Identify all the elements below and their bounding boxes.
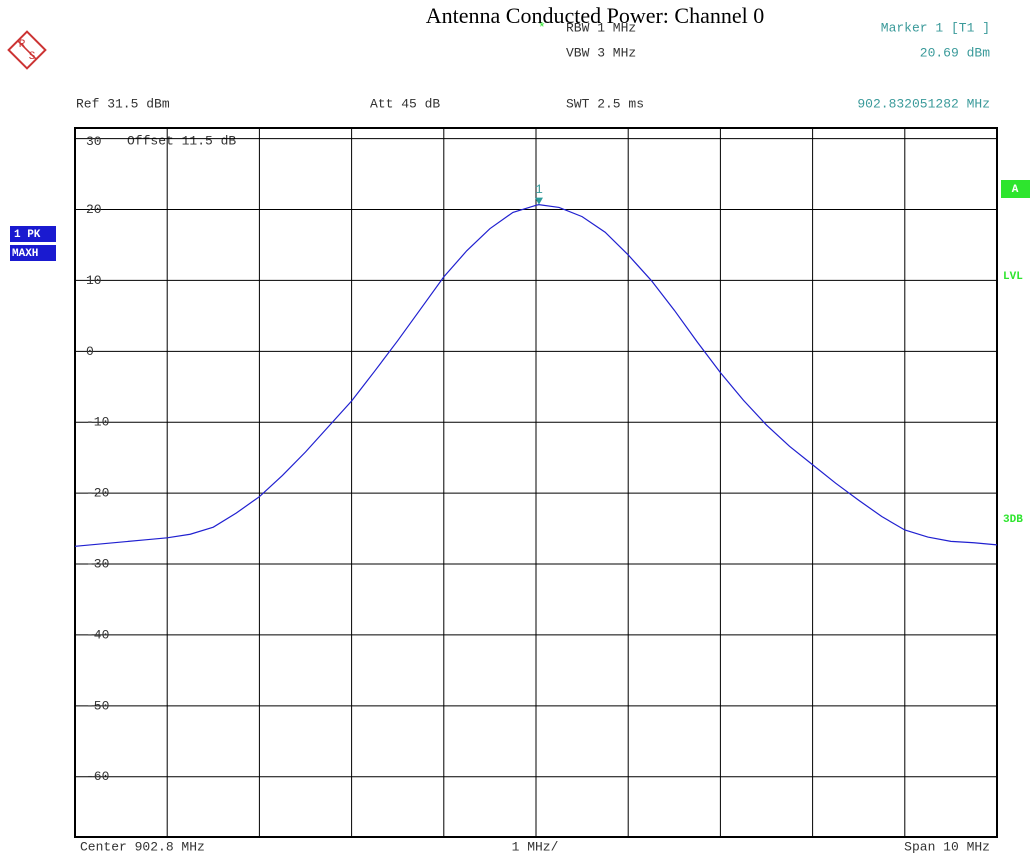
attenuation: Att 45 dB bbox=[370, 96, 440, 111]
trace-label-bg bbox=[10, 226, 56, 242]
footer-div: 1 MHz/ bbox=[512, 839, 559, 854]
marker bbox=[534, 197, 543, 205]
logo-s: S bbox=[29, 51, 36, 63]
plot-frame bbox=[74, 127, 998, 838]
y-tick-label: -20 bbox=[86, 486, 109, 501]
footer-span: Span 10 MHz bbox=[904, 839, 990, 854]
y-tick-label: -40 bbox=[86, 627, 109, 642]
chart-title: Antenna Conducted Power: Channel 0 bbox=[426, 3, 765, 28]
side-lvl: LVL bbox=[1003, 271, 1023, 283]
vbw: VBW 3 MHz bbox=[566, 45, 636, 60]
logo-r: R bbox=[19, 39, 26, 51]
y-tick-label: 10 bbox=[86, 273, 102, 288]
rbw: RBW 1 MHz bbox=[566, 20, 636, 35]
trace-label-bg bbox=[10, 245, 56, 261]
marker-name: Marker 1 [T1 ] bbox=[881, 20, 990, 35]
marker-freq: 902.832051282 MHz bbox=[857, 96, 990, 111]
y-tick-label: -10 bbox=[86, 415, 109, 430]
trace bbox=[74, 204, 998, 547]
marker-level: 20.69 dBm bbox=[920, 45, 990, 60]
marker-label: 1 bbox=[535, 182, 543, 197]
y-tick-label: -60 bbox=[86, 769, 109, 784]
y-tick-label: -50 bbox=[86, 698, 109, 713]
swt: SWT 2.5 ms bbox=[566, 96, 644, 111]
trace-label: MAXH bbox=[12, 248, 38, 260]
offset: Offset 11.5 dB bbox=[127, 133, 236, 148]
side-a: A bbox=[1012, 184, 1019, 196]
rbw-star: * bbox=[538, 20, 546, 35]
side-a-bg bbox=[1001, 180, 1030, 198]
y-tick-label: 20 bbox=[86, 202, 102, 217]
logo: R S bbox=[7, 30, 47, 70]
y-tick-label: 30 bbox=[86, 134, 102, 149]
logo-line bbox=[17, 40, 37, 60]
y-tick-label: -30 bbox=[86, 556, 109, 571]
footer-center: Center 902.8 MHz bbox=[80, 839, 205, 854]
side-3db: 3DB bbox=[1003, 514, 1023, 526]
ref-level: Ref 31.5 dBm bbox=[76, 96, 170, 111]
trace-label: 1 PK bbox=[14, 229, 41, 241]
y-tick-label: 0 bbox=[86, 344, 94, 359]
